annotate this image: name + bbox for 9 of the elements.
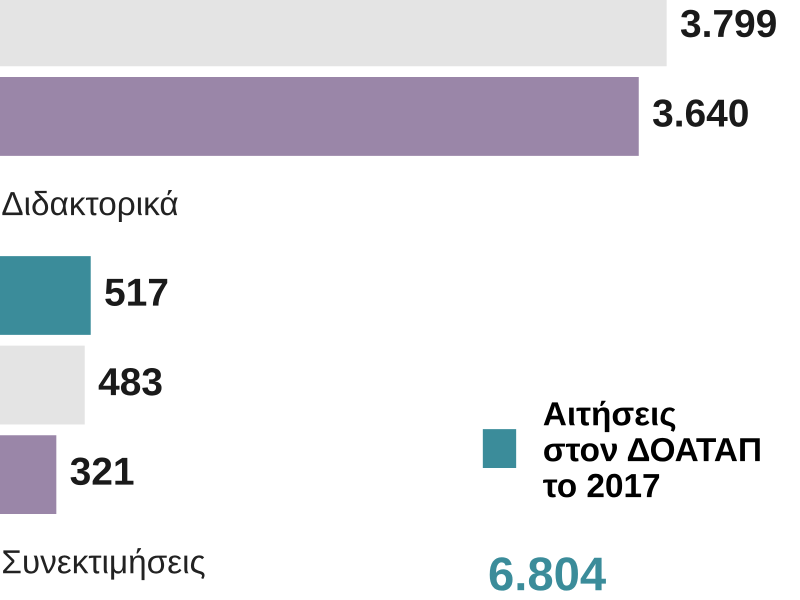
- data-label: 3.799: [680, 10, 776, 38]
- legend-label: Αιτήσεις στον ΔΟΑΤΑΠ το 2017: [543, 400, 760, 498]
- data-label: 3.640: [652, 99, 748, 127]
- data-label: 321: [70, 458, 134, 486]
- y-tick-label: Διδακτορικά: [2, 190, 178, 222]
- annotation: 6.804: [490, 557, 606, 591]
- data-label: 517: [105, 278, 168, 306]
- y-tick-label: Συνεκτιμήσεις: [3, 548, 205, 580]
- data-label: 483: [98, 368, 162, 396]
